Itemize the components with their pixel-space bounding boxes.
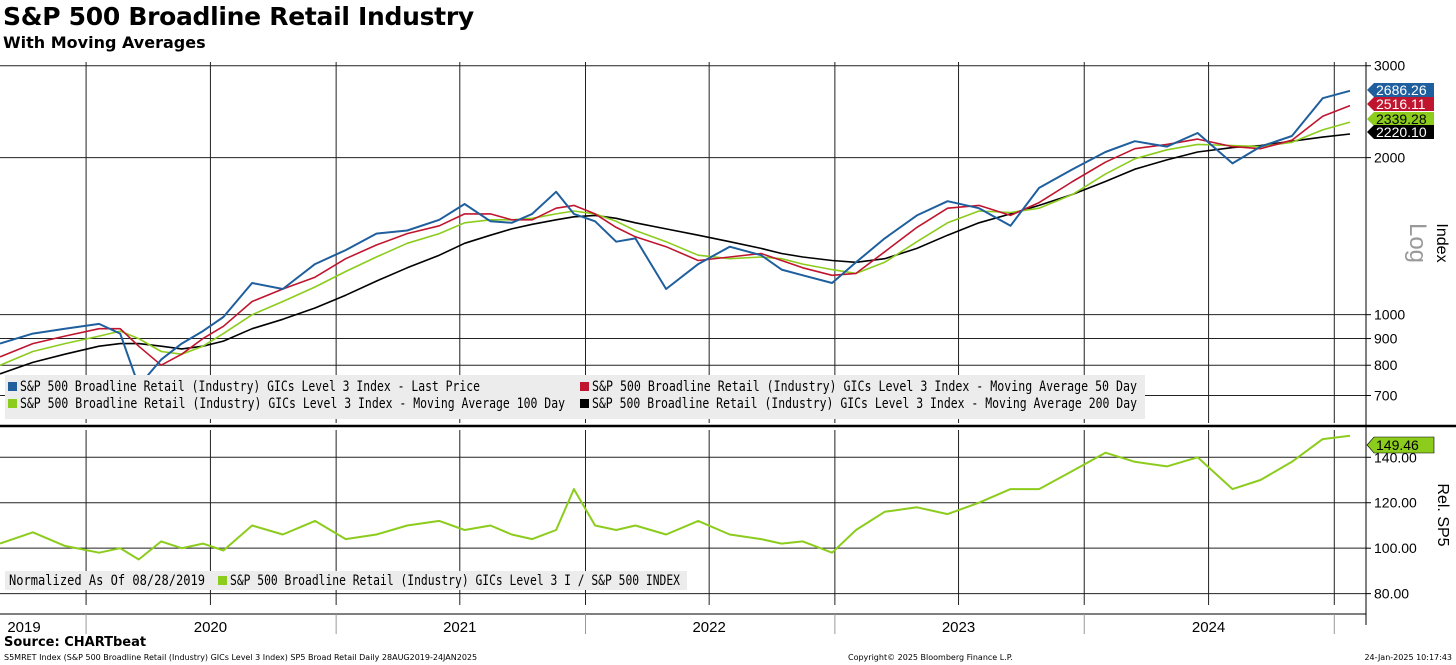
last-value-tag-ma100 [1367, 112, 1434, 126]
upper-y-tick-label: 3000 [1374, 58, 1405, 74]
legend-swatch-ma200 [580, 399, 589, 408]
upper-y-tick-label: 700 [1374, 388, 1398, 404]
last-value-tag-relative [1366, 436, 1435, 454]
footer-copyright: Copyright© 2025 Bloomberg Finance L.P. [848, 653, 1013, 662]
chart-title: S&P 500 Broadline Retail Industry [3, 2, 474, 31]
last-value-tag-last_price [1367, 83, 1434, 97]
x-year-label: 2023 [942, 619, 975, 636]
upper-y-axis-title: Index [1433, 223, 1450, 262]
legend-swatch-relative [218, 576, 227, 585]
lower-legend-note: Normalized As Of 08/28/2019 [9, 573, 205, 589]
legend-label-relative: S&P 500 Broadline Retail (Industry) GICs… [230, 573, 680, 589]
upper-y-tick-label: 2000 [1374, 150, 1405, 166]
last-value-label-relative: 149.46 [1376, 437, 1419, 453]
legends: S&P 500 Broadline Retail (Industry) GICs… [5, 375, 1145, 590]
legend-swatch-last_price [8, 382, 17, 391]
x-year-label: 2024 [1192, 619, 1225, 636]
upper-legend-box [5, 375, 1145, 419]
series-line-ma100 [0, 121, 1351, 366]
chart-subtitle: With Moving Averages [3, 33, 206, 52]
x-year-label: 2022 [692, 619, 725, 636]
lower-legend-box [5, 571, 687, 590]
last-value-label-last_price: 2686.26 [1376, 82, 1427, 98]
legend-swatch-ma50 [580, 382, 589, 391]
series-line-ma200 [0, 133, 1351, 375]
legend-label-ma200: S&P 500 Broadline Retail (Industry) GICs… [592, 396, 1137, 412]
x-year-label: 2020 [194, 619, 227, 636]
upper-y-tick-label: 1000 [1374, 307, 1405, 323]
lower-y-tick-label: 80.00 [1374, 586, 1409, 602]
footer-source: Source: CHARTbeat [4, 635, 147, 650]
upper-grid [0, 62, 1366, 423]
footer-description: S5MRET Index (S&P 500 Broadline Retail (… [4, 653, 478, 662]
series-line-last_price [0, 89, 1351, 387]
last-value-tag-ma200 [1367, 125, 1434, 139]
legend-label-last_price: S&P 500 Broadline Retail (Industry) GICs… [20, 379, 480, 395]
last-value-label-ma50: 2516.11 [1376, 96, 1426, 112]
log-scale-label: Log [1404, 223, 1431, 263]
lower-y-axis-title: Rel. SP5 [1434, 483, 1451, 546]
upper-y-tick-label: 900 [1374, 331, 1398, 347]
legend-label-ma50: S&P 500 Broadline Retail (Industry) GICs… [592, 379, 1137, 395]
lower-y-tick-label: 120.00 [1374, 495, 1417, 511]
footer-date: 24-Jan-2025 10:17:43 [1364, 653, 1452, 662]
last-value-label-ma200: 2220.10 [1376, 124, 1427, 140]
x-year-label: 2021 [443, 619, 476, 636]
lower-series [0, 434, 1351, 561]
series-line-ma50 [0, 104, 1351, 366]
x-axis: 2019 2020 2021 2022 2023 2024 [0, 613, 1366, 636]
legend-swatch-ma100 [8, 399, 17, 408]
last-value-label-ma100: 2339.28 [1376, 111, 1427, 127]
series-line-relative [0, 434, 1351, 561]
upper-y-axis: 700 800 900 1000 2000 3000 2686.262516.112339.… [0, 58, 1456, 625]
last-value-tag-ma50 [1367, 97, 1434, 111]
legend-label-ma100: S&P 500 Broadline Retail (Industry) GICs… [20, 396, 565, 412]
lower-y-tick-label: 100.00 [1374, 540, 1417, 556]
upper-series [0, 89, 1351, 387]
x-year-label: 2019 [7, 619, 40, 636]
upper-y-tick-label: 800 [1374, 357, 1398, 373]
